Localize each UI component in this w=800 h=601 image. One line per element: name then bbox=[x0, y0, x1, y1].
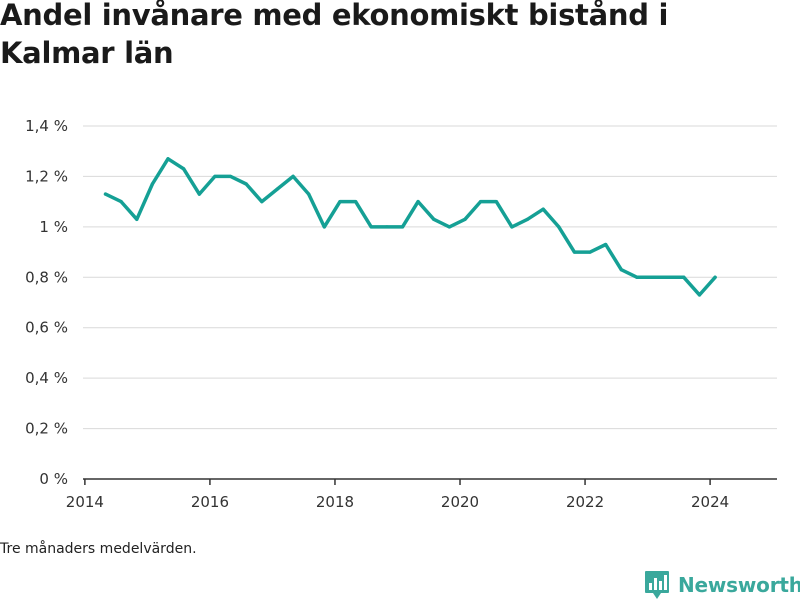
data-point bbox=[228, 174, 233, 179]
x-axis bbox=[83, 478, 777, 485]
x-axis-labels: 2014 2016 2018 2020 2022 2024 bbox=[66, 493, 729, 511]
data-point bbox=[400, 225, 405, 229]
data-point bbox=[682, 275, 686, 279]
data-point bbox=[635, 275, 639, 279]
series-line bbox=[103, 157, 717, 297]
data-point bbox=[604, 242, 608, 247]
x-tick-label: 2018 bbox=[316, 493, 354, 511]
data-point bbox=[385, 225, 389, 229]
data-point bbox=[541, 207, 545, 211]
data-point bbox=[697, 293, 702, 297]
data-point bbox=[619, 268, 623, 272]
brand-logo: Newsworthy bbox=[644, 569, 800, 601]
data-point bbox=[135, 217, 139, 221]
series bbox=[103, 157, 717, 297]
data-point bbox=[197, 192, 201, 196]
data-point bbox=[166, 157, 170, 161]
data-point bbox=[307, 192, 311, 196]
data-point bbox=[713, 275, 717, 279]
y-tick-label: 0 % bbox=[39, 470, 68, 488]
data-point bbox=[103, 192, 108, 196]
data-point bbox=[572, 250, 577, 254]
y-axis-labels: 0 % 0,2 % 0,4 % 0,6 % 0,8 % 1 % 1,2 % 1,4 % bbox=[25, 117, 68, 488]
data-point bbox=[447, 225, 451, 229]
data-point bbox=[588, 250, 592, 254]
data-point bbox=[338, 200, 342, 204]
data-point bbox=[275, 187, 280, 191]
y-tick-label: 0,6 % bbox=[25, 319, 68, 337]
data-point bbox=[510, 225, 514, 229]
y-tick-label: 1 % bbox=[39, 218, 68, 236]
data-point bbox=[463, 217, 467, 221]
data-point bbox=[479, 200, 483, 204]
data-point bbox=[650, 275, 655, 279]
data-point bbox=[353, 200, 358, 204]
data-point bbox=[666, 275, 670, 279]
y-tick-label: 0,8 % bbox=[25, 268, 68, 286]
y-tick-label: 1,4 % bbox=[25, 117, 68, 135]
x-tick-label: 2016 bbox=[191, 493, 229, 511]
data-point bbox=[150, 182, 154, 186]
data-point bbox=[494, 200, 498, 204]
data-point bbox=[260, 200, 264, 204]
y-tick-label: 0,2 % bbox=[25, 420, 68, 438]
data-point bbox=[291, 174, 295, 179]
line-chart: 0 % 0,2 % 0,4 % 0,6 % 0,8 % 1 % 1,2 % 1,4 % 201… bbox=[25, 117, 777, 511]
x-tick-label: 2014 bbox=[66, 493, 104, 511]
data-point bbox=[416, 200, 420, 204]
x-tick-label: 2020 bbox=[441, 493, 479, 511]
x-tick-label: 2024 bbox=[691, 493, 729, 511]
newsworthy-chart-logo-icon bbox=[645, 571, 669, 599]
data-point bbox=[369, 225, 373, 229]
data-point bbox=[432, 217, 436, 221]
data-point bbox=[244, 182, 248, 186]
footnote: Tre månaders medelvärden. bbox=[0, 541, 197, 557]
y-tick-label: 0,4 % bbox=[25, 369, 68, 387]
brand-name: Newsworthy bbox=[678, 573, 800, 597]
data-point bbox=[213, 174, 217, 179]
data-point bbox=[119, 200, 123, 204]
data-point bbox=[322, 225, 326, 229]
y-tick-label: 1,2 % bbox=[25, 167, 68, 185]
data-point bbox=[525, 217, 530, 221]
data-point bbox=[557, 225, 561, 229]
chart-title: Andel invånare med ekonomiskt bistånd i … bbox=[0, 0, 669, 70]
x-tick-label: 2022 bbox=[566, 493, 604, 511]
data-point bbox=[182, 167, 186, 171]
